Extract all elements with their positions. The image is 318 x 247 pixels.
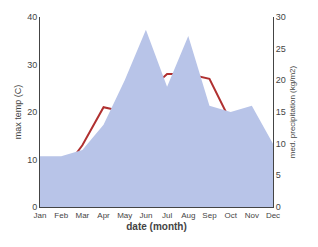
- svg-text:med. precipitation (kg/m2): med. precipitation (kg/m2): [288, 65, 297, 158]
- svg-text:Dec: Dec: [266, 211, 280, 220]
- svg-text:max temp (C): max temp (C): [13, 85, 23, 140]
- svg-text:20: 20: [276, 75, 286, 85]
- svg-text:0: 0: [32, 202, 37, 212]
- svg-text:Feb: Feb: [54, 211, 68, 220]
- svg-text:date (month): date (month): [126, 221, 187, 232]
- svg-text:Sep: Sep: [202, 211, 217, 220]
- svg-text:Jul: Jul: [162, 211, 172, 220]
- svg-text:15: 15: [276, 107, 286, 117]
- svg-text:30: 30: [27, 60, 37, 70]
- svg-text:25: 25: [276, 44, 286, 54]
- svg-text:Jan: Jan: [34, 211, 47, 220]
- svg-text:Nov: Nov: [245, 211, 259, 220]
- svg-text:Jun: Jun: [139, 211, 152, 220]
- svg-text:Oct: Oct: [224, 211, 237, 220]
- svg-text:Aug: Aug: [181, 211, 195, 220]
- svg-text:20: 20: [27, 107, 37, 117]
- svg-text:40: 40: [27, 12, 37, 22]
- svg-text:10: 10: [27, 155, 37, 165]
- svg-text:10: 10: [276, 139, 286, 149]
- svg-text:Mar: Mar: [75, 211, 89, 220]
- svg-text:May: May: [117, 211, 132, 220]
- svg-text:Apr: Apr: [97, 211, 110, 220]
- svg-text:0: 0: [276, 202, 281, 212]
- svg-text:30: 30: [276, 12, 286, 22]
- svg-text:5: 5: [276, 170, 281, 180]
